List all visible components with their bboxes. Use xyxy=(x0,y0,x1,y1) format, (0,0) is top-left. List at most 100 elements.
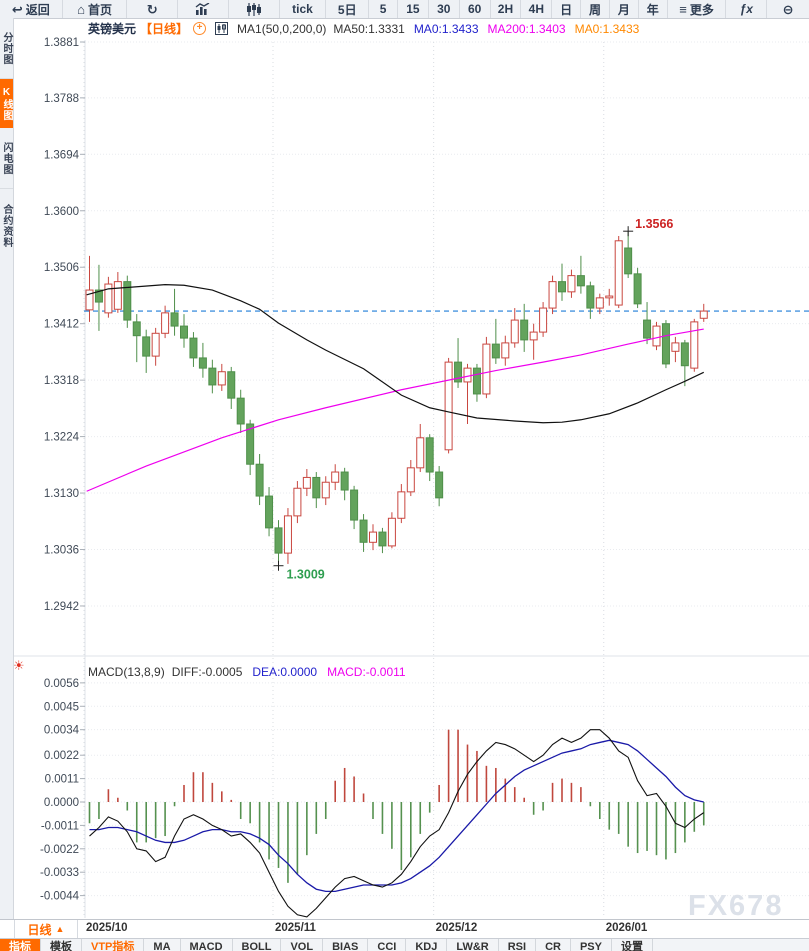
macd-tick-label: 0.0045 xyxy=(44,701,79,713)
more-button[interactable]: ≡ 更多 xyxy=(668,0,727,18)
fx-button[interactable]: ƒx xyxy=(726,0,768,18)
home-button[interactable]: ⌂ 首页 xyxy=(63,0,128,18)
footer-tab-8[interactable]: CCI xyxy=(368,939,407,951)
sidebar-item-contract-info[interactable]: 合约资料 xyxy=(1,204,12,248)
interval-15m[interactable]: 15 xyxy=(398,0,429,18)
price-tick-label: 1.3881 xyxy=(44,37,79,49)
candle xyxy=(454,361,463,383)
footer-tab-13[interactable]: PSY xyxy=(571,939,612,951)
candle xyxy=(283,515,292,554)
candle xyxy=(472,367,481,395)
interval-4h[interactable]: 4H xyxy=(521,0,553,18)
left-sidebar: 分时图 K线图 闪电图 合约资料 xyxy=(0,18,14,919)
interval-30m[interactable]: 30 xyxy=(429,0,460,18)
candle xyxy=(406,467,415,493)
footer-tab-11[interactable]: RSI xyxy=(499,939,537,951)
interval-5d[interactable]: 5日 xyxy=(326,0,370,18)
candle xyxy=(435,471,444,499)
footer-tab-10[interactable]: LW&R xyxy=(447,939,499,951)
footer-tab-4[interactable]: MACD xyxy=(181,939,233,951)
candle xyxy=(510,319,519,344)
footer-tab-14[interactable]: 设置 xyxy=(612,939,653,951)
price-tick-label: 1.3788 xyxy=(44,93,79,105)
back-button[interactable]: ↩ 返回 xyxy=(0,0,63,18)
zoom-out-button[interactable]: ⊖ xyxy=(767,0,809,18)
candle xyxy=(444,361,453,451)
sidebar-item-kline-chart[interactable]: K线图 xyxy=(0,79,13,128)
candlesticks xyxy=(85,231,708,566)
sidebar-item-lightning-chart[interactable]: 闪电图 xyxy=(0,128,13,189)
dea-line xyxy=(89,739,704,892)
footer-tab-1[interactable]: 模板 xyxy=(41,939,82,951)
candle xyxy=(652,325,661,347)
interval-day[interactable]: 日 xyxy=(552,0,582,18)
candle xyxy=(274,527,283,554)
ma0-blue-value: MA0:1.3433 xyxy=(413,21,479,36)
footer-tab-12[interactable]: CR xyxy=(536,939,571,951)
candle xyxy=(208,367,217,386)
date-label: 2025/12 xyxy=(435,922,478,934)
refresh-icon: ↻ xyxy=(146,1,158,17)
candle xyxy=(255,463,264,497)
candle xyxy=(302,476,311,489)
candle xyxy=(539,307,548,333)
date-axis-row: 日线 ▲ 2025/10 2025/11 2025/12 2026/01 xyxy=(0,919,809,939)
interval-tick[interactable]: tick xyxy=(280,0,327,18)
zoom-out-icon: ⊖ xyxy=(782,1,794,17)
candle xyxy=(236,397,245,425)
interval-60m[interactable]: 60 xyxy=(460,0,491,18)
price-tick-label: 1.3224 xyxy=(44,432,80,444)
candle xyxy=(198,357,207,369)
price-tick-label: 1.3036 xyxy=(44,545,79,557)
candle xyxy=(633,273,642,305)
refresh-button[interactable]: ↻ xyxy=(127,0,179,18)
candle xyxy=(529,331,538,341)
footer-tab-9[interactable]: KDJ xyxy=(406,939,448,951)
ma200-value: MA200:1.3403 xyxy=(487,21,566,36)
period-tag: 【日线】 xyxy=(140,22,189,36)
candlestick-view-button[interactable] xyxy=(229,0,280,18)
footer-tab-6[interactable]: VOL xyxy=(281,939,324,951)
ma-settings: MA1(50,0,200,0) xyxy=(237,21,327,36)
macd-title: MACD(13,8,9) xyxy=(88,664,165,679)
macd-tick-label: 0.0000 xyxy=(44,797,79,809)
candle xyxy=(265,495,274,529)
candle xyxy=(520,319,529,341)
price-tick-label: 1.3694 xyxy=(44,149,80,161)
footer-tab-0[interactable]: 指标 xyxy=(0,939,41,951)
mini-candle-icon[interactable] xyxy=(215,22,229,35)
line-chart-icon xyxy=(196,3,210,15)
interval-month[interactable]: 月 xyxy=(610,0,639,18)
macd-tick-label: -0.0033 xyxy=(40,867,79,879)
home-icon: ⌂ xyxy=(77,1,85,17)
candle xyxy=(321,481,330,499)
month-gridlines xyxy=(83,42,605,916)
period-selector[interactable]: 日线 ▲ xyxy=(14,920,78,938)
macd-histogram xyxy=(88,729,705,883)
candle xyxy=(491,343,500,359)
sidebar-item-time-chart[interactable]: 分时图 xyxy=(0,18,13,79)
candle xyxy=(690,321,699,369)
interval-year[interactable]: 年 xyxy=(639,0,668,18)
candle xyxy=(151,332,160,357)
line-chart-button[interactable] xyxy=(178,0,229,18)
candle xyxy=(387,517,396,547)
menu-icon: ≡ xyxy=(679,1,687,17)
footer-tab-7[interactable]: BIAS xyxy=(323,939,369,951)
ma0-orange-value: MA0:1.3433 xyxy=(574,21,640,36)
expand-plus-icon[interactable]: + xyxy=(193,22,207,35)
footer-tab-5[interactable]: BOLL xyxy=(233,939,282,951)
macd-settings-icon[interactable]: ☀ xyxy=(13,658,25,673)
interval-week[interactable]: 周 xyxy=(581,0,610,18)
interval-2h[interactable]: 2H xyxy=(491,0,522,18)
price-tick-label: 1.3506 xyxy=(44,262,79,274)
footer-tab-3[interactable]: MA xyxy=(144,939,181,951)
footer-tab-2[interactable]: VTP指标 xyxy=(82,939,145,951)
interval-5m[interactable]: 5 xyxy=(369,0,399,18)
candle xyxy=(643,319,652,339)
candle xyxy=(699,310,708,319)
candle xyxy=(227,371,236,399)
candle xyxy=(624,247,633,275)
